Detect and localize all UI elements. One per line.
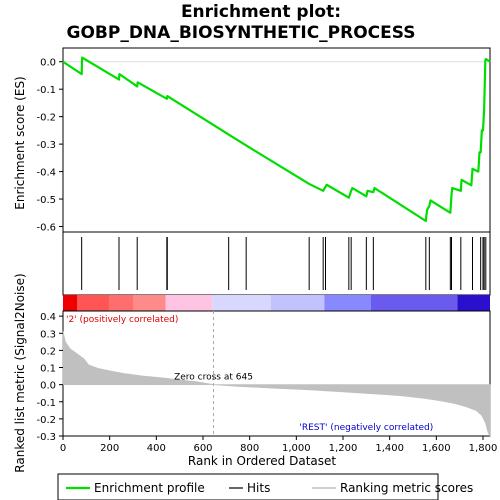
x-tick-label: 1,600 [422, 443, 451, 454]
heatbar-segment [270, 295, 325, 311]
es-y-tick-label: -0.6 [36, 223, 56, 234]
x-tick-label: 600 [193, 443, 212, 454]
x-axis-label: Rank in Ordered Dataset [188, 454, 336, 468]
metric-y-tick-label: -0.3 [36, 432, 56, 443]
es-y-tick-label: -0.1 [36, 85, 56, 96]
es-y-tick-label: -0.4 [36, 168, 56, 179]
legend-label: Enrichment profile [94, 481, 205, 495]
positive-correlation-label: '2' (positively correlated) [66, 315, 178, 325]
chart-title-line1: Enrichment plot: [181, 2, 341, 22]
heatbar-segment [212, 295, 271, 311]
es-y-tick-label: -0.2 [36, 113, 56, 124]
es-plot-frame [62, 47, 491, 233]
metric-y-tick-label: -0.2 [36, 415, 56, 426]
heatbar-segment [133, 295, 166, 311]
enrichment-profile-line [62, 56, 491, 223]
legend-frame [57, 473, 439, 500]
x-tick-label: 1,200 [329, 443, 358, 454]
metric-y-tick-label: 0.2 [40, 346, 56, 357]
x-tick-label: 0 [60, 443, 66, 454]
metric-plot-frame [62, 310, 491, 437]
metric-y-tick-label: 0.0 [40, 381, 56, 392]
legend: Enrichment profile Hits Ranking metric sco… [57, 473, 473, 500]
x-tick-label: 200 [100, 443, 119, 454]
metric-y-tick-label: 0.4 [40, 312, 56, 323]
negative-correlation-label: 'REST' (negatively correlated) [299, 423, 433, 433]
metric-y-tick-label: 0.3 [40, 329, 56, 340]
chart-title-line2: GOBP_DNA_BIOSYNTHETIC_PROCESS [67, 23, 416, 43]
legend-label: Hits [247, 481, 270, 495]
metric-y-tick-label: -0.1 [36, 398, 56, 409]
hits-frame [62, 231, 491, 296]
x-tick-label: 1,400 [375, 443, 404, 454]
x-tick-label: 1,800 [469, 443, 498, 454]
es-y-axis-label: Enrichment score (ES) [13, 76, 27, 209]
es-y-tick-label: 0.0 [40, 58, 56, 69]
legend-label: Ranking metric scores [340, 481, 473, 495]
heatbar-segment [165, 295, 213, 311]
x-tick-label: 1,000 [282, 443, 311, 454]
es-y-tick-label: -0.3 [36, 140, 56, 151]
heatbar-segment [457, 295, 490, 311]
heatbar-segment [109, 295, 133, 311]
zero-cross-label: Zero cross at 645 [174, 372, 253, 382]
heatbar-segment [77, 295, 110, 311]
es-panel: 0.0 -0.1 -0.2 -0.3 -0.4 -0.5 -0.6 [36, 47, 491, 234]
heatbar-segment [324, 295, 371, 311]
metric-panel: Zero cross at 645 '2' (positively correla… [36, 310, 498, 454]
heatbar-segment [371, 295, 458, 311]
rank-heatbar [63, 295, 490, 311]
ranking-metric-area [62, 331, 491, 437]
metric-y-tick-label: 0.1 [40, 364, 56, 375]
x-tick-label: 800 [240, 443, 259, 454]
es-y-tick-label: -0.5 [36, 195, 56, 206]
x-tick-label: 400 [147, 443, 166, 454]
hits-panel [62, 231, 491, 296]
metric-y-axis-label: Ranked list metric (Signal2Noise) [13, 273, 27, 472]
heatbar-segment [63, 295, 77, 311]
